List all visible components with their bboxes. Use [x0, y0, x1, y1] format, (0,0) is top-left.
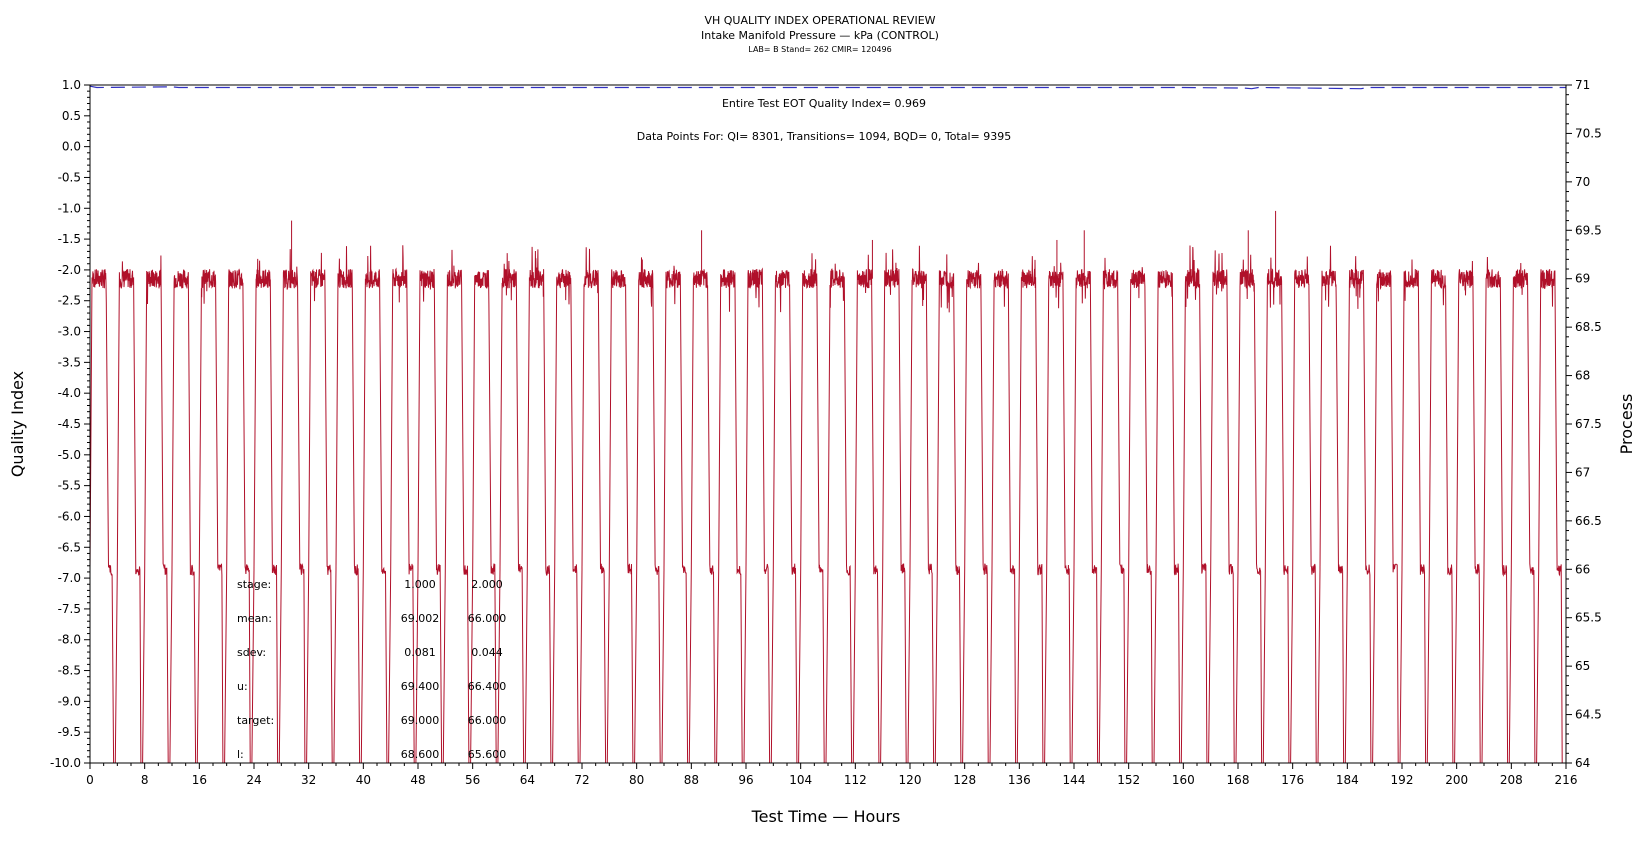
x-tick-label: 24 [246, 773, 261, 787]
stats-label: sdev: [237, 646, 266, 659]
stats-stage1-value: 69.002 [401, 612, 440, 625]
stats-stage2-value: 2.000 [471, 578, 503, 591]
y-right-tick-label: 65.5 [1575, 611, 1602, 625]
y-left-tick-label: -8.0 [58, 633, 81, 647]
stats-stage2-value: 66.000 [468, 714, 507, 727]
stats-stage1-value: 69.400 [401, 680, 440, 693]
x-tick-label: 128 [953, 773, 976, 787]
stats-stage2-value: 65.600 [468, 748, 507, 761]
stats-stage2-value: 66.400 [468, 680, 507, 693]
process-line [89, 245, 1564, 764]
x-tick-label: 48 [410, 773, 425, 787]
y-right-tick-label: 69 [1575, 272, 1590, 286]
quality-index-annotation: Entire Test EOT Quality Index= 0.969 [722, 97, 926, 110]
y-left-tick-label: -2.5 [58, 294, 81, 308]
y-left-tick-label: -4.5 [58, 417, 81, 431]
y-left-tick-label: -0.5 [58, 170, 81, 184]
y-axis-label-right: Process [1617, 394, 1636, 455]
y-left-tick-label: 1.0 [62, 78, 81, 92]
chart-title: VH QUALITY INDEX OPERATIONAL REVIEW [704, 14, 935, 27]
x-tick-label: 152 [1117, 773, 1140, 787]
y-left-tick-label: -1.5 [58, 232, 81, 246]
stats-label: l: [237, 748, 244, 761]
stats-label: mean: [237, 612, 272, 625]
stats-label: u: [237, 680, 248, 693]
y-right-tick-label: 66 [1575, 562, 1590, 576]
x-tick-label: 56 [465, 773, 480, 787]
y-left-tick-label: -3.0 [58, 325, 81, 339]
x-tick-label: 216 [1555, 773, 1578, 787]
y-left-tick-label: 0.5 [62, 109, 81, 123]
y-right-tick-label: 68 [1575, 369, 1590, 383]
y-left-tick-label: -2.0 [58, 263, 81, 277]
y-left-tick-label: -5.5 [58, 479, 81, 493]
chart-subsubtitle: LAB= B Stand= 262 CMIR= 120496 [748, 45, 891, 54]
y-right-tick-label: 68.5 [1575, 320, 1602, 334]
x-tick-label: 104 [789, 773, 812, 787]
y-right-tick-label: 67 [1575, 465, 1590, 479]
stats-stage2-value: 0.044 [471, 646, 503, 659]
x-tick-label: 208 [1500, 773, 1523, 787]
chart-subtitle: Intake Manifold Pressure — kPa (CONTROL) [701, 29, 939, 42]
y-left-tick-label: -7.0 [58, 571, 81, 585]
y-left-tick-label: -7.5 [58, 602, 81, 616]
y-right-tick-label: 65 [1575, 659, 1590, 673]
stats-stage1-value: 0.081 [404, 646, 436, 659]
stats-label: stage: [237, 578, 271, 591]
stats-table: stage: 1.000 2.000 mean: 69.002 66.000 sdev: 0.… [237, 578, 506, 761]
stats-stage2-value: 66.000 [468, 612, 507, 625]
quality-index-line [89, 85, 1566, 90]
y-right-tick-label: 70 [1575, 175, 1590, 189]
y-left-tick-label: -3.5 [58, 355, 81, 369]
y-right-tick-label: 70.5 [1575, 126, 1602, 140]
x-tick-label: 160 [1172, 773, 1195, 787]
y-right-tick-label: 64.5 [1575, 708, 1602, 722]
plot-area [89, 85, 1566, 764]
y-left-tick-label: -8.5 [58, 664, 81, 678]
x-tick-label: 72 [574, 773, 589, 787]
x-tick-label: 144 [1063, 773, 1086, 787]
stats-stage1-value: 68.600 [401, 748, 440, 761]
x-tick-label: 176 [1281, 773, 1304, 787]
y-right-tick-label: 64 [1575, 756, 1590, 770]
x-tick-label: 88 [684, 773, 699, 787]
x-tick-label: 192 [1391, 773, 1414, 787]
y-left-tick-label: -5.0 [58, 448, 81, 462]
x-tick-label: 32 [301, 773, 316, 787]
x-tick-label: 168 [1227, 773, 1250, 787]
y-right-tick-label: 66.5 [1575, 514, 1602, 528]
x-tick-label: 96 [738, 773, 753, 787]
y-left-tick-label: -9.5 [58, 725, 81, 739]
y-left-tick-label: -9.0 [58, 694, 81, 708]
y-right-tick-label: 67.5 [1575, 417, 1602, 431]
y-left-tick-label: -6.5 [58, 540, 81, 554]
x-tick-label: 200 [1445, 773, 1468, 787]
x-tick-label: 0 [86, 773, 94, 787]
x-tick-label: 64 [520, 773, 535, 787]
stats-label: target: [237, 714, 274, 727]
y-axis-label-left: Quality Index [8, 371, 27, 477]
axes: 0 8 16 24 32 40 48 56 64 72 80 88 96 104 112 120 128 136 1… [50, 78, 1602, 787]
stats-stage1-value: 69.000 [401, 714, 440, 727]
stats-stage1-value: 1.000 [404, 578, 436, 591]
x-tick-label: 184 [1336, 773, 1359, 787]
y-left-tick-label: -10.0 [50, 756, 81, 770]
x-tick-label: 40 [356, 773, 371, 787]
x-tick-label: 80 [629, 773, 644, 787]
y-left-tick-label: -1.0 [58, 201, 81, 215]
x-tick-label: 136 [1008, 773, 1031, 787]
x-axis-label: Test Time — Hours [751, 807, 901, 826]
x-tick-label: 112 [844, 773, 867, 787]
y-left-tick-label: -4.0 [58, 386, 81, 400]
x-tick-label: 120 [899, 773, 922, 787]
y-right-tick-label: 71 [1575, 78, 1590, 92]
x-tick-label: 16 [192, 773, 207, 787]
y-left-tick-label: -6.0 [58, 509, 81, 523]
data-points-annotation: Data Points For: QI= 8301, Transitions= … [637, 130, 1012, 143]
x-tick-label: 8 [141, 773, 149, 787]
y-right-tick-label: 69.5 [1575, 223, 1602, 237]
y-left-tick-label: 0.0 [62, 140, 81, 154]
